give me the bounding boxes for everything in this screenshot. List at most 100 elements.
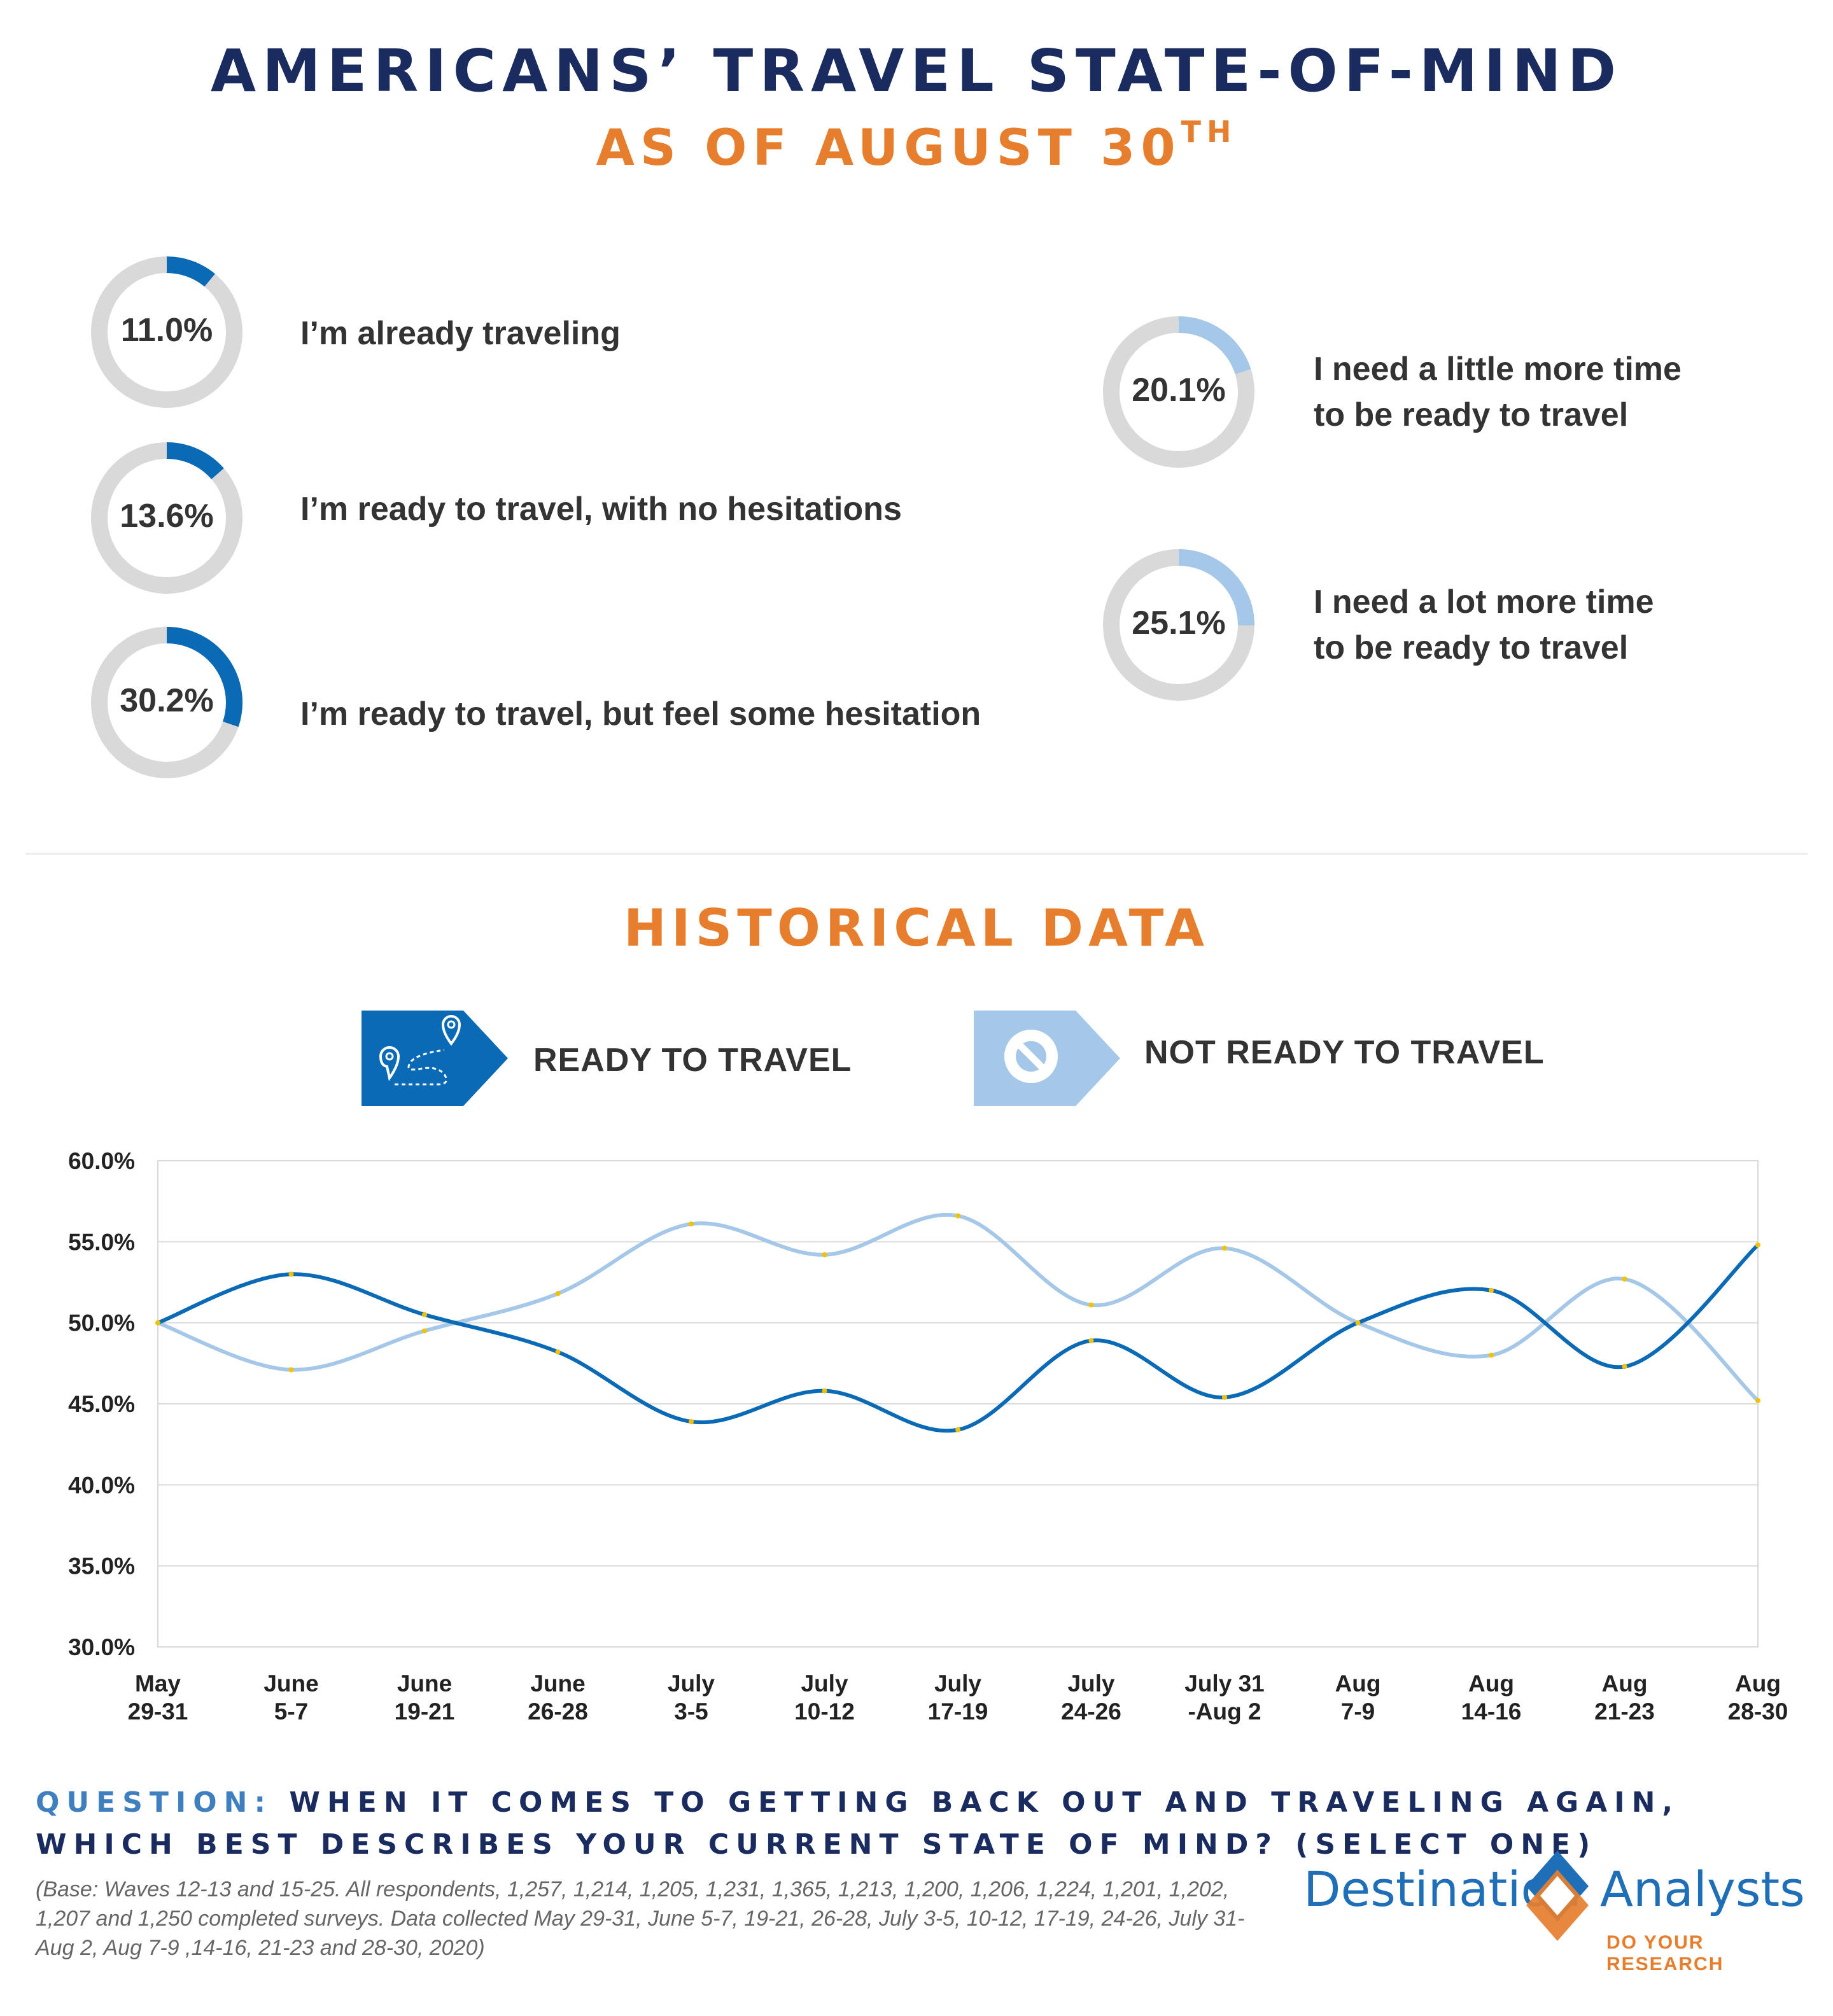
- data-point: [288, 1367, 294, 1373]
- x-tick-label: July: [934, 1670, 981, 1697]
- data-point: [1088, 1302, 1094, 1308]
- donut-label-line: I need a little more time: [1314, 351, 1682, 388]
- data-point: [1622, 1364, 1627, 1369]
- x-tick-label: 7-9: [1341, 1698, 1375, 1725]
- logo-text-right: Analysts: [1600, 1861, 1805, 1917]
- donut-chart: 20.1%: [1099, 312, 1258, 475]
- subtitle-superscript: TH: [1181, 115, 1237, 149]
- y-tick-label: 55.0%: [68, 1229, 135, 1255]
- data-point: [422, 1312, 427, 1317]
- x-tick-label: July: [1067, 1670, 1114, 1697]
- x-tick-label: 24-26: [1061, 1698, 1121, 1725]
- donut-arc: [91, 627, 242, 778]
- y-tick-label: 60.0%: [68, 1148, 135, 1174]
- section-divider: [25, 853, 1808, 855]
- legend-not-ready-tag: [974, 1011, 1120, 1109]
- x-tick-label: 17-19: [928, 1698, 988, 1725]
- x-tick-label: July: [668, 1670, 715, 1697]
- map-route-icon: [362, 1011, 508, 1106]
- data-point: [1222, 1245, 1227, 1251]
- historical-title: HISTORICAL DATA: [623, 899, 1210, 958]
- donut-value: 13.6%: [120, 498, 214, 535]
- x-tick-label: 19-21: [395, 1698, 455, 1725]
- data-point: [1355, 1320, 1361, 1326]
- page-title: AMERICANS’ TRAVEL STATE-OF-MIND: [210, 37, 1623, 105]
- y-tick-label: 50.0%: [68, 1310, 135, 1336]
- survey-question: QUESTION: WHEN IT COMES TO GETTING BACK …: [36, 1782, 1805, 1866]
- donut-ring: [91, 256, 242, 408]
- x-tick-label: 28-30: [1728, 1698, 1788, 1725]
- donut-ring: [1103, 316, 1254, 468]
- donut-ring: [91, 627, 242, 778]
- data-point: [822, 1388, 827, 1394]
- data-point: [955, 1213, 960, 1219]
- series-line: [157, 1213, 1760, 1403]
- data-point: [1489, 1352, 1494, 1358]
- y-tick-label: 40.0%: [68, 1472, 135, 1498]
- donut-label-line: I need a lot more time: [1314, 584, 1654, 620]
- donut-label: I need a lot more time to be ready to tra…: [1314, 579, 1654, 671]
- donut-arc: [1103, 316, 1254, 468]
- y-tick-label: 45.0%: [68, 1391, 135, 1417]
- x-tick-label: 26-28: [528, 1698, 588, 1725]
- x-tick-label: July: [801, 1670, 848, 1697]
- data-point: [1222, 1394, 1227, 1400]
- company-logo: Destination Analysts DO YOUR RESEARCH: [1303, 1848, 1813, 1975]
- question-prefix: QUESTION:: [36, 1786, 273, 1819]
- donut-chart: 13.6%: [87, 438, 246, 601]
- donut-label-line: I’m ready to travel, with no hesitations: [300, 491, 902, 528]
- x-tick-label: June: [263, 1670, 318, 1697]
- data-point: [1489, 1287, 1494, 1293]
- legend-ready-label: READY TO TRAVEL: [533, 1042, 852, 1079]
- donut-label: I’m ready to travel, but feel some hesit…: [300, 691, 981, 737]
- y-tick-label: 30.0%: [68, 1634, 135, 1660]
- donut-label-line: to be ready to travel: [1314, 396, 1629, 433]
- x-tick-label: Aug: [1735, 1670, 1781, 1697]
- donut-ring: [1103, 549, 1254, 701]
- donut-arc: [91, 256, 242, 408]
- donut-value: 25.1%: [1132, 605, 1226, 641]
- base-note: (Base: Waves 12-13 and 15-25. All respon…: [36, 1877, 1245, 1960]
- x-tick-label: June: [397, 1670, 452, 1697]
- x-tick-label: 14-16: [1461, 1698, 1522, 1725]
- data-point: [1755, 1242, 1760, 1248]
- x-tick-label: 10-12: [794, 1698, 855, 1725]
- legend-not-ready-label: NOT READY TO TRAVEL: [1144, 1034, 1545, 1071]
- x-tick-label: 29-31: [128, 1698, 188, 1725]
- donut-label-line: I’m already traveling: [300, 315, 621, 352]
- prohibited-icon: [974, 1011, 1120, 1106]
- data-point: [555, 1291, 561, 1296]
- data-point: [155, 1320, 160, 1326]
- diamond-logo-icon: [1526, 1851, 1589, 1941]
- x-tick-label: July 31: [1184, 1670, 1264, 1697]
- donut-label-line: I’m ready to travel, but feel some hesit…: [300, 696, 981, 732]
- data-point: [1755, 1397, 1760, 1403]
- x-tick-label: Aug: [1602, 1670, 1648, 1697]
- x-tick-label: Aug: [1468, 1670, 1514, 1697]
- donut-ring: [91, 442, 242, 594]
- y-tick-label: 35.0%: [68, 1553, 135, 1579]
- line-chart: 60.0% 55.0% 50.0% 45.0% 40.0% 35.0% 30.0%May29…: [68, 1148, 1788, 1725]
- x-tick-label: 3-5: [674, 1698, 708, 1725]
- x-tick-label: 21-23: [1594, 1698, 1655, 1725]
- data-point: [1622, 1276, 1627, 1282]
- x-tick-label: 5-7: [274, 1698, 308, 1725]
- subtitle-text: AS OF AUGUST 30: [596, 120, 1181, 177]
- x-tick-label: May: [135, 1670, 181, 1697]
- data-point: [689, 1419, 694, 1425]
- donut-label-line: to be ready to travel: [1314, 629, 1629, 666]
- donut-value: 30.2%: [120, 682, 214, 719]
- page-subtitle: AS OF AUGUST 30TH: [0, 115, 1833, 177]
- x-tick-label: -Aug 2: [1188, 1698, 1261, 1725]
- data-point: [689, 1221, 694, 1227]
- question-text: WHEN IT COMES TO GETTING BACK OUT AND TR…: [36, 1786, 1680, 1861]
- logo-tagline: DO YOUR RESEARCH: [1606, 1932, 1724, 1975]
- data-point: [288, 1271, 294, 1277]
- donut-label: I’m ready to travel, with no hesitations: [300, 486, 902, 532]
- data-point: [822, 1252, 827, 1257]
- donut-arc: [91, 442, 242, 594]
- donut-value: 20.1%: [1132, 372, 1226, 409]
- donut-label: I’m already traveling: [300, 311, 621, 356]
- x-tick-label: June: [530, 1670, 585, 1697]
- donut-chart: 25.1%: [1099, 545, 1258, 708]
